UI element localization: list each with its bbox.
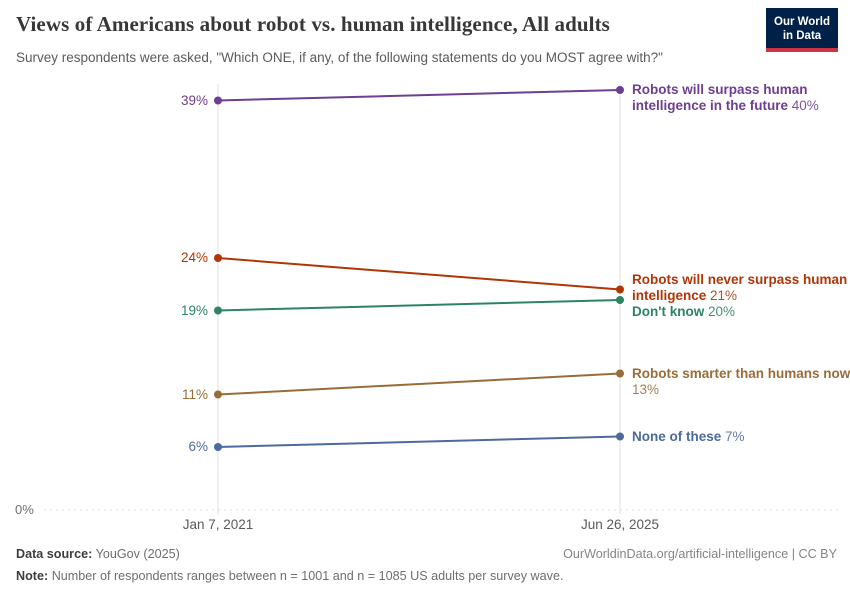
series-start-value: 39% — [180, 92, 208, 108]
owid-logo-line1: Our World — [774, 16, 831, 28]
series-end-label: Robots will surpass human intelligence i… — [632, 82, 850, 114]
owid-logo-line2: in Data — [782, 30, 822, 42]
series-start-value: 6% — [188, 439, 208, 454]
series-end-value: 40% — [791, 98, 819, 113]
series-name: Robots will surpass human intelligence i… — [632, 82, 808, 113]
slope-chart: 39% Robots will surpass human intelligenc… — [0, 80, 850, 546]
owid-logo[interactable]: Our World in Data — [766, 8, 838, 52]
note-value: Number of respondents ranges between n =… — [51, 569, 564, 583]
x-axis-tick-label: Jan 7, 2021 — [182, 517, 254, 532]
series-end-value: 20% — [707, 304, 735, 319]
series-end-value: 21% — [710, 287, 738, 303]
chart-footer: Data source: YouGov (2025) OurWorldinDat… — [16, 547, 837, 583]
series-end-label: None of these 7% — [632, 429, 850, 445]
data-source-value: YouGov (2025) — [95, 547, 180, 561]
chart-svg — [44, 84, 838, 514]
series-name: Robots will never surpass human intellig… — [632, 271, 848, 303]
note-label: Note: — [16, 569, 49, 583]
series-end-label: Robots will never surpass human intellig… — [632, 272, 850, 304]
license-link[interactable]: OurWorldinData.org/artificial-intelligen… — [563, 547, 837, 561]
chart-subtitle: Survey respondents were asked, "Which ON… — [16, 50, 663, 65]
series-name: None of these — [632, 428, 726, 444]
series-name: Don't know — [632, 304, 708, 319]
series-end-value: 7% — [725, 428, 745, 444]
series-end-label: Don't know 20% — [632, 304, 850, 320]
x-axis-tick-label: Jun 26, 2025 — [580, 517, 660, 532]
series-end-value: 13% — [632, 381, 660, 397]
series-end-label: Robots smarter than humans now 13% — [632, 366, 850, 398]
chart-note: Note: Number of respondents ranges betwe… — [16, 569, 837, 583]
series-start-value: 11% — [181, 386, 208, 402]
series-start-value: 19% — [180, 302, 208, 318]
series-name: Robots smarter than humans now — [632, 365, 850, 381]
page-title: Views of Americans about robot vs. human… — [16, 12, 610, 36]
y-axis-baseline-label: 0% — [15, 502, 34, 517]
series-start-value: 24% — [180, 250, 208, 265]
data-source: Data source: YouGov (2025) — [16, 547, 180, 561]
data-source-label: Data source: — [16, 547, 93, 561]
